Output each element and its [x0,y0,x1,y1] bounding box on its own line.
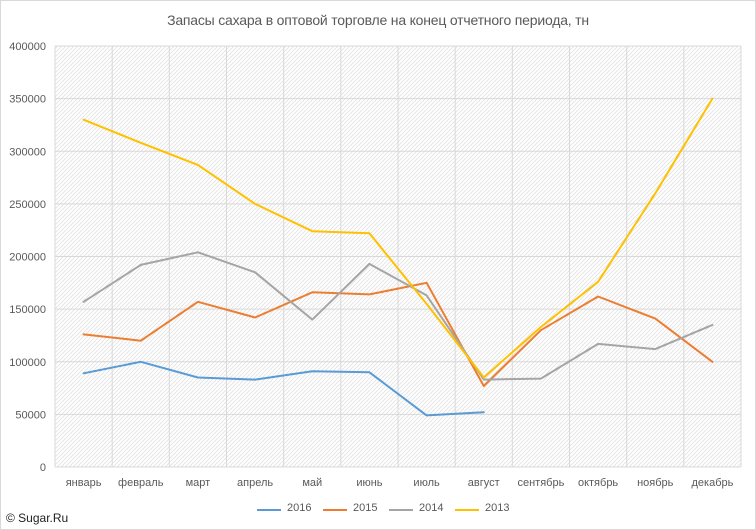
series-line-2016 [82,360,485,417]
legend: 2016 2015 2014 2013 [0,502,756,518]
x-tick-label: июль [413,477,440,489]
legend-swatch [455,509,479,511]
x-axis: январь февраль март апрель май июнь июль август… [66,477,734,489]
y-tick-label: 250000 [9,199,46,211]
series-line-2013 [82,97,714,379]
x-tick-label: ноябрь [637,477,674,489]
series-line-2015 [82,281,714,387]
y-axis: 0 50000 100000 150000 200000 250000 300000 3500… [9,41,46,474]
x-tick-label: апрель [237,477,273,489]
y-tick-label: 400000 [9,41,46,53]
y-tick-label: 150000 [9,304,46,316]
x-tick-label: март [186,477,211,489]
x-tick-label: сентябрь [517,477,564,489]
y-tick-label: 300000 [9,146,46,158]
chart-title: Запасы сахара в оптовой торговле на коне… [167,12,589,28]
x-tick-label: январь [66,477,102,489]
x-tick-label: июнь [356,477,382,489]
gridlines [54,45,742,468]
x-tick-label: декабрь [691,477,733,489]
legend-label: 2015 [353,502,378,514]
x-tick-label: февраль [118,477,164,489]
x-tick-label: октябрь [578,477,618,489]
legend-swatch [389,509,413,511]
legend-swatch [323,509,347,511]
legend-label: 2016 [287,502,312,514]
y-tick-label: 350000 [9,94,46,106]
y-tick-label: 100000 [9,357,46,369]
legend-label: 2013 [485,502,510,514]
x-tick-label: май [302,477,322,489]
y-tick-label: 200000 [9,252,46,264]
y-tick-label: 50000 [15,409,46,421]
series-lines [82,97,714,417]
y-tick-label: 0 [40,462,46,474]
legend-swatch [257,509,281,511]
legend-label: 2014 [419,502,444,514]
watermark: © Sugar.Ru [6,511,69,525]
series-line-2014 [82,251,714,381]
x-tick-label: август [468,477,500,489]
